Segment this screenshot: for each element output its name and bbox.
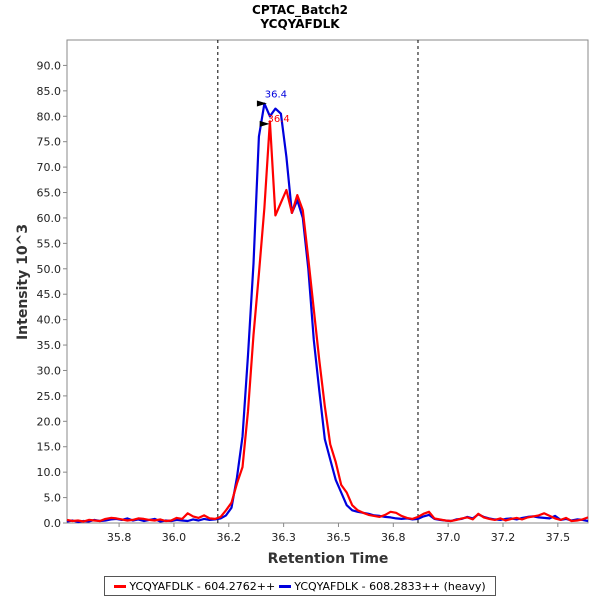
y-tick-label: 5.0 xyxy=(44,492,62,505)
x-tick-label: 35.8 xyxy=(107,531,132,544)
x-tick-label: 37.2 xyxy=(491,531,516,544)
legend-label-light: YCQYAFDLK - 604.2762++ xyxy=(129,579,276,593)
y-tick-label: 50.0 xyxy=(37,263,62,276)
legend-item-light: YCQYAFDLK - 604.2762++ xyxy=(114,580,275,593)
x-tick-label: 37.0 xyxy=(436,531,461,544)
y-tick-label: 85.0 xyxy=(37,85,62,98)
peak-marker xyxy=(259,120,270,127)
x-axis-label: Retention Time xyxy=(268,551,389,567)
y-axis-label: Intensity 10^3 xyxy=(15,224,31,340)
x-tick-label: 36.5 xyxy=(326,531,351,544)
x-tick-label: 36.3 xyxy=(271,531,296,544)
chart-title: CPTAC_Batch2 xyxy=(252,3,348,18)
x-tick-label: 36.8 xyxy=(381,531,406,544)
x-tick-label: 36.0 xyxy=(162,531,187,544)
legend-item-heavy: YCQYAFDLK - 608.2833++ (heavy) xyxy=(279,579,486,593)
y-tick-label: 15.0 xyxy=(37,441,62,454)
y-tick-label: 70.0 xyxy=(37,161,62,174)
y-tick-label: 80.0 xyxy=(37,110,62,123)
y-tick-label: 30.0 xyxy=(37,364,62,377)
x-tick-label: 37.5 xyxy=(546,531,571,544)
y-tick-label: 65.0 xyxy=(37,187,62,200)
y-tick-label: 55.0 xyxy=(37,237,62,250)
legend: YCQYAFDLK - 604.2762++ YCQYAFDLK - 608.2… xyxy=(104,576,496,596)
chart-subtitle: YCQYAFDLK xyxy=(259,17,340,31)
y-tick-label: 10.0 xyxy=(37,466,62,479)
legend-swatch-light xyxy=(114,584,127,588)
y-tick-label: 90.0 xyxy=(37,59,62,72)
legend-swatch-heavy xyxy=(279,584,292,588)
peak-label: 36.4 xyxy=(265,90,287,101)
y-tick-label: 40.0 xyxy=(37,314,62,327)
y-tick-label: 25.0 xyxy=(37,390,62,403)
series-line-light xyxy=(66,120,589,523)
x-tick-label: 36.2 xyxy=(217,531,242,544)
y-tick-label: 60.0 xyxy=(37,212,62,225)
peak-marker xyxy=(256,100,267,107)
y-tick-label: 35.0 xyxy=(37,339,62,352)
y-tick-label: 75.0 xyxy=(37,136,62,149)
y-tick-label: 20.0 xyxy=(37,415,62,428)
y-tick-label: 45.0 xyxy=(37,288,62,301)
legend-label-heavy: YCQYAFDLK - 608.2833++ (heavy) xyxy=(294,579,486,593)
y-tick-label: 0.0 xyxy=(44,517,62,530)
peak-label: 36.4 xyxy=(268,114,290,125)
plot-area xyxy=(66,39,589,524)
